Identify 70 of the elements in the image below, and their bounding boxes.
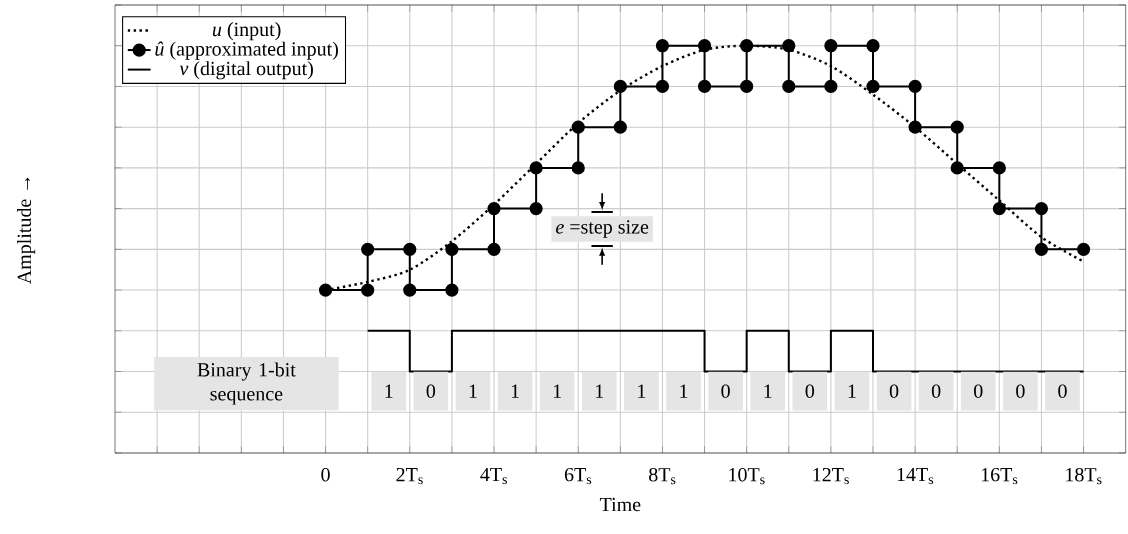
- annotation: 1: [511, 384, 519, 398]
- annotation: 0: [931, 384, 941, 398]
- x-tick-label: 10T$_{s}$: [729, 467, 765, 485]
- point: [1076, 242, 1091, 256]
- annotation: 1: [848, 384, 856, 398]
- point: [361, 242, 375, 256]
- x-tick-label: 6T$_{s}$: [564, 467, 592, 485]
- point: [655, 39, 670, 53]
- x-tick-label: 16T$_{s}$: [981, 467, 1018, 485]
- x-tick-label: 0: [321, 467, 330, 482]
- legend-label: û (approximated input): [155, 41, 338, 60]
- point: [529, 161, 543, 175]
- annotation: Binary 1-bit sequence: [197, 362, 296, 405]
- x-tick-label: 14T$_{s}$: [897, 467, 934, 485]
- annotation: 1: [553, 384, 561, 398]
- point: [908, 120, 922, 134]
- point: [655, 79, 670, 94]
- point: [487, 202, 501, 216]
- point: [824, 79, 838, 94]
- annotation: 1: [764, 384, 772, 398]
- point: [824, 39, 838, 53]
- annotation: 0: [426, 384, 436, 398]
- x-tick-label: 4T$_{s}$: [480, 467, 507, 485]
- point: [992, 161, 1006, 175]
- point: [529, 202, 543, 216]
- point: [318, 283, 333, 297]
- point: [445, 242, 459, 256]
- point: [950, 120, 964, 134]
- point: [403, 283, 417, 297]
- x-tick-label: 12T$_{s}$: [813, 467, 849, 485]
- point: [361, 283, 375, 297]
- point: [445, 283, 459, 297]
- point: [697, 79, 712, 94]
- annotation: 1: [596, 384, 604, 398]
- annotation: e =step size: [556, 220, 649, 238]
- point: [782, 39, 796, 53]
- annotation: 0: [805, 384, 815, 398]
- point: [1034, 242, 1049, 256]
- x-tick-label: 18T$_{s}$: [1066, 467, 1102, 485]
- point: [950, 161, 964, 175]
- point: [697, 39, 712, 53]
- point: [613, 79, 627, 94]
- point: [1034, 202, 1049, 216]
- point: [740, 79, 754, 94]
- point: [571, 161, 585, 175]
- point: [866, 39, 880, 53]
- x-tick-label: 2T$_{s}$: [396, 467, 423, 485]
- annotation: 0: [974, 384, 983, 398]
- point: [571, 120, 585, 134]
- x-tick-label: 8T$_{s}$: [649, 467, 676, 485]
- annotation: 0: [889, 384, 899, 398]
- point: [613, 120, 627, 134]
- point: [992, 202, 1006, 216]
- annotation: 0: [1058, 384, 1067, 398]
- annotation: 1: [638, 384, 646, 398]
- y-axis-title: Amplitude →: [17, 177, 36, 285]
- point: [403, 242, 417, 256]
- point: [487, 242, 501, 256]
- legend-label: v (digital output): [179, 61, 313, 80]
- point: [908, 79, 922, 94]
- annotation: 1: [385, 384, 393, 398]
- annotation: 1: [469, 384, 477, 398]
- point: [782, 79, 796, 94]
- annotation: 1: [680, 384, 688, 398]
- x-axis-title: Time: [599, 497, 641, 512]
- text: u (input): [212, 22, 281, 41]
- point: [866, 79, 880, 94]
- point: [740, 39, 754, 53]
- annotation: 0: [1016, 384, 1025, 398]
- annotation: 0: [721, 384, 730, 398]
